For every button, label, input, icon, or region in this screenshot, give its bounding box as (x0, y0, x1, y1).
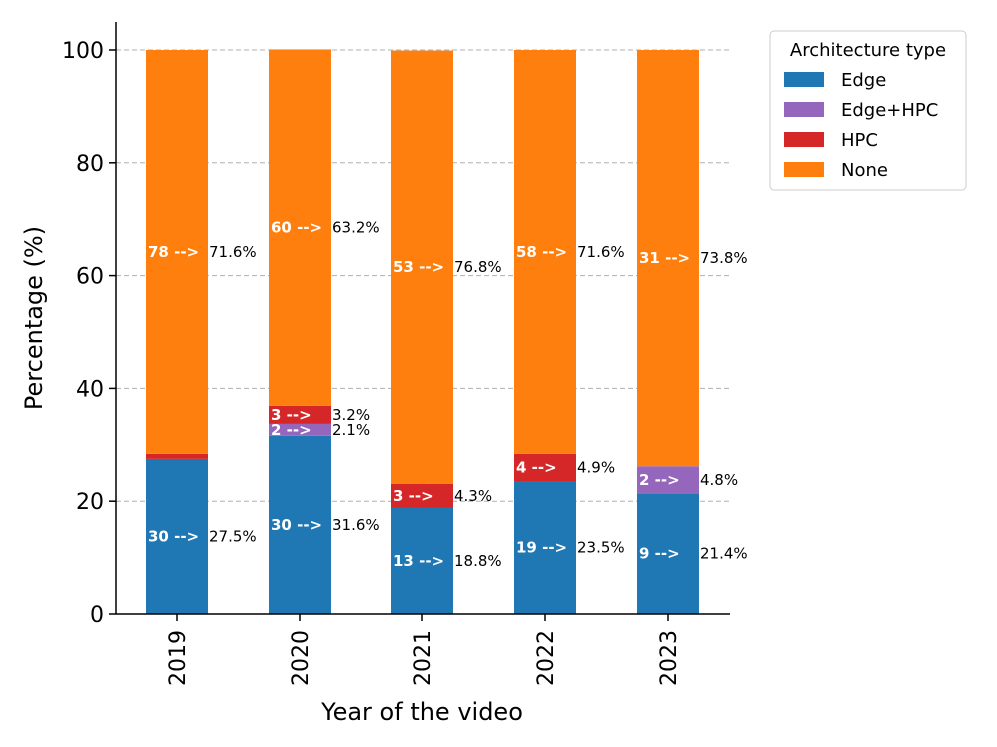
x-tick-label: 2021 (411, 630, 436, 686)
percent-label: 31.6% (332, 516, 380, 534)
bar-segment-edge (391, 507, 453, 614)
bar-segment-hpc (146, 453, 208, 459)
count-label: 78 --> (148, 243, 199, 261)
legend-frame (769, 30, 967, 191)
bar-segment-hpc (269, 405, 331, 424)
count-label: 58 --> (516, 243, 567, 261)
percent-label: 2.1% (332, 421, 370, 439)
y-tick-label: 20 (76, 490, 104, 515)
y-tick-label: 0 (90, 603, 104, 628)
bar-segment-edge-hpc (637, 466, 699, 494)
bar-segment-none (637, 50, 699, 467)
count-label: 2 --> (271, 421, 312, 439)
legend-label-hpc: HPC (841, 130, 878, 151)
count-label: 3 --> (271, 406, 312, 424)
legend-label-none: None (841, 160, 888, 181)
percent-label: 4.3% (454, 487, 492, 505)
legend-title: Architecture type (790, 40, 946, 61)
y-tick-label: 100 (62, 39, 104, 64)
bar-segment-edge (269, 435, 331, 614)
percent-label: 4.9% (577, 459, 615, 477)
bar-segment-edge-hpc (269, 423, 331, 436)
legend-items: Edge Edge+HPC HPC None (784, 70, 938, 181)
count-label: 60 --> (271, 219, 322, 237)
y-tick-label: 80 (76, 152, 104, 177)
percent-label: 18.8% (454, 552, 502, 570)
bar-segment-edge (514, 481, 576, 614)
x-tick-label: 2022 (534, 630, 559, 686)
x-axis-title: Year of the video (320, 698, 523, 726)
legend-swatch-none (784, 162, 824, 177)
legend-swatch-hpc (784, 132, 824, 147)
count-label: 13 --> (393, 552, 444, 570)
labels-layer: 30 --> 27.5% 78 --> 71.6% 30 --> 31.6% 2 --> 2.… (148, 219, 748, 570)
count-label: 30 --> (271, 516, 322, 534)
bar-segment-none (146, 50, 208, 454)
count-label: 3 --> (393, 487, 434, 505)
ticks-layer: 0 20 40 60 80 100 2019 2020 2021 2022 2023 (62, 39, 682, 686)
count-label: 9 --> (639, 545, 680, 563)
percent-label: 71.6% (209, 243, 257, 261)
y-tick-label: 40 (76, 377, 104, 402)
legend-label-edge: Edge (841, 70, 886, 91)
axes-layer: Percentage (%) Year of the video (20, 22, 730, 726)
x-tick-label: 2019 (166, 630, 191, 686)
legend-label-edge-hpc: Edge+HPC (841, 100, 938, 121)
percent-label: 63.2% (332, 219, 380, 237)
x-tick-label: 2020 (289, 630, 314, 686)
bar-segment-none (514, 50, 576, 454)
legend-swatch-edge-hpc (784, 102, 824, 117)
count-label: 30 --> (148, 527, 199, 545)
count-label: 31 --> (639, 249, 690, 267)
y-axis-title: Percentage (%) (20, 226, 48, 410)
percent-label: 4.8% (700, 471, 738, 489)
count-label: 19 --> (516, 539, 567, 557)
percent-label: 76.8% (454, 258, 502, 276)
percent-label: 3.2% (332, 406, 370, 424)
count-label: 53 --> (393, 258, 444, 276)
bar-segment-hpc (391, 483, 453, 508)
bar-segment-none (391, 50, 453, 484)
percent-label: 21.4% (700, 545, 748, 563)
percent-label: 27.5% (209, 527, 257, 545)
count-label: 2 --> (639, 471, 680, 489)
y-tick-label: 60 (76, 265, 104, 290)
bar-segment-edge (146, 458, 208, 614)
bars-layer (146, 49, 699, 614)
count-label: 4 --> (516, 459, 557, 477)
bar-segment-edge (637, 493, 699, 614)
legend: Architecture type Edge Edge+HPC HPC None (769, 30, 967, 191)
bar-segment-none (269, 49, 331, 406)
bar-segment-hpc (514, 453, 576, 482)
percent-label: 71.6% (577, 243, 625, 261)
x-tick-label: 2023 (657, 630, 682, 686)
legend-swatch-edge (784, 72, 824, 87)
percent-label: 23.5% (577, 539, 625, 557)
percent-label: 73.8% (700, 249, 748, 267)
